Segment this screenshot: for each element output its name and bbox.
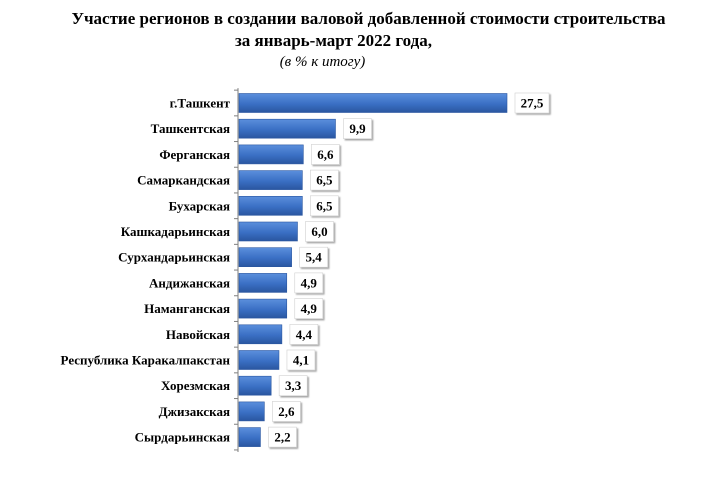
chart-subtitle: (в % к итогу) [279,54,366,70]
value-label-box [272,401,301,422]
value-label: 5,4 [306,250,323,265]
value-label: 6,5 [316,173,333,188]
chart-title: Участие регионов в создании валовой доба… [71,9,666,28]
category-label: Ферганская [159,147,230,162]
bar [238,298,288,319]
value-label: 6,5 [316,198,333,213]
bar [238,350,280,370]
value-label-box [294,272,324,294]
value-label: 4,4 [296,327,313,342]
value-label: 6,0 [311,224,327,239]
category-label: Навойская [166,327,230,342]
value-label-box [343,118,372,139]
category-label: Бухарская [169,198,230,213]
bar [238,401,265,422]
value-label-box [286,349,316,371]
category-label: Республика Каракалпакстан [61,353,231,368]
value-label: 27,5 [521,96,544,111]
value-label: 4,9 [301,301,318,316]
value-label-box [299,246,328,268]
value-label: 4,1 [293,353,309,368]
value-label-box [294,298,324,319]
category-label: Наманганская [144,301,230,316]
bar [238,427,261,447]
value-label-box [289,323,319,345]
category-label: Сырдарьинская [135,430,230,445]
bar [238,196,303,216]
bar [238,273,288,293]
category-label: Ташкентская [151,121,230,136]
value-label: 9,9 [349,121,366,136]
bar [238,170,303,190]
bar [238,144,304,165]
value-label: 6,6 [317,147,334,162]
value-label: 2,6 [278,404,295,419]
category-label: Кашкадарьинская [121,224,230,239]
category-label: Андижанская [149,275,230,290]
value-label-box [310,195,339,217]
bar [238,247,292,267]
chart-title-block: Участие регионов в создании валовой доба… [0,8,717,72]
value-label-box [305,221,334,242]
value-label: 2,2 [274,430,290,445]
category-label: Сурхандарьинская [118,250,230,265]
bar [238,324,283,345]
category-label: Самаркандская [137,173,230,188]
category-label: Джизакская [159,404,230,419]
value-label: 3,3 [285,378,302,393]
bar [238,221,298,242]
value-label-box [514,92,550,114]
category-label: г.Ташкент [170,96,231,111]
chart-title-line2: за январь-март 2022 года, [234,31,433,50]
value-label-box [310,169,339,191]
value-label-box [311,144,340,165]
bar [238,118,336,139]
bar [238,93,508,113]
value-label-box [278,375,308,397]
value-label-box [268,426,297,448]
value-label: 4,9 [301,275,318,290]
bar [238,375,272,396]
category-label: Хорезмская [161,378,230,393]
